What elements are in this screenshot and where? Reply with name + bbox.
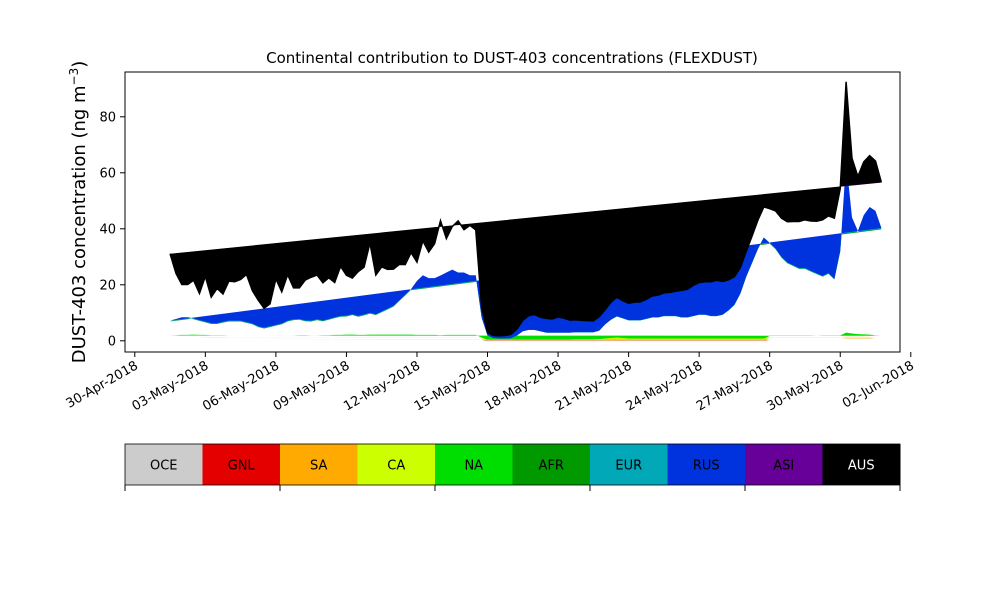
x-tick-label: 15-May-2018	[412, 358, 494, 414]
legend-label: SA	[310, 459, 327, 474]
x-tick-label: 03-May-2018	[130, 358, 212, 414]
y-tick-label: 80	[99, 110, 116, 125]
chart-title: Continental contribution to DUST-403 con…	[266, 49, 758, 67]
legend-swatch-asi	[745, 444, 823, 485]
y-tick-label: 60	[99, 166, 116, 181]
x-tick-label: 24-May-2018	[623, 358, 705, 414]
legend-label: RUS	[693, 459, 720, 474]
y-tick-label: 0	[108, 334, 116, 349]
area-na	[170, 332, 882, 340]
legend-label: ASI	[773, 459, 794, 474]
x-tick-label: 27-May-2018	[694, 358, 776, 414]
legend-label: EUR	[615, 459, 642, 474]
legend-swatch-na	[435, 444, 513, 485]
x-tick-label: 09-May-2018	[271, 358, 353, 414]
legend-swatch-oce	[125, 444, 203, 485]
legend-label: AFR	[539, 459, 564, 474]
total-concentration-line	[169, 81, 883, 337]
x-tick-label: 12-May-2018	[341, 358, 423, 414]
y-axis: 0 20 40 60 80	[99, 110, 125, 349]
legend-swatch-gnl	[202, 444, 281, 485]
stacked-areas	[170, 81, 882, 341]
x-tick-label: 21-May-2018	[553, 358, 635, 414]
area-aus	[170, 81, 882, 336]
legend-label: NA	[464, 459, 483, 474]
legend-label: OCE	[150, 459, 178, 474]
legend-label: GNL	[228, 459, 256, 474]
legend-swatch-afr	[512, 444, 591, 485]
legend-swatch-sa	[280, 444, 358, 485]
area-rus	[170, 160, 882, 339]
legend-swatch-eur	[590, 444, 668, 485]
x-tick-label: 06-May-2018	[200, 358, 282, 414]
x-tick-label: 02-Jun-2018	[840, 358, 917, 411]
x-axis: 30-Apr-201803-May-201806-May-201809-May-…	[64, 352, 917, 414]
x-tick-label: 30-Apr-2018	[64, 358, 141, 411]
legend-label: CA	[387, 459, 405, 474]
y-tick-label: 40	[99, 222, 116, 237]
x-tick-label: 18-May-2018	[482, 358, 564, 414]
x-tick-label: 30-May-2018	[765, 358, 847, 414]
plot-frame	[124, 71, 901, 353]
y-tick-label: 20	[99, 278, 116, 293]
continent-legend: OCE GNL SA CA NA AFR EUR RUS ASI AUS	[124, 443, 901, 491]
legend-swatch-rus	[667, 444, 746, 485]
legend-swatch-aus	[822, 444, 901, 485]
legend-label: AUS	[848, 459, 875, 474]
legend-frame	[124, 443, 901, 486]
y-axis-label: DUST-403 concentration (ng m−3)	[67, 61, 90, 364]
legend-swatch-ca	[357, 444, 436, 485]
